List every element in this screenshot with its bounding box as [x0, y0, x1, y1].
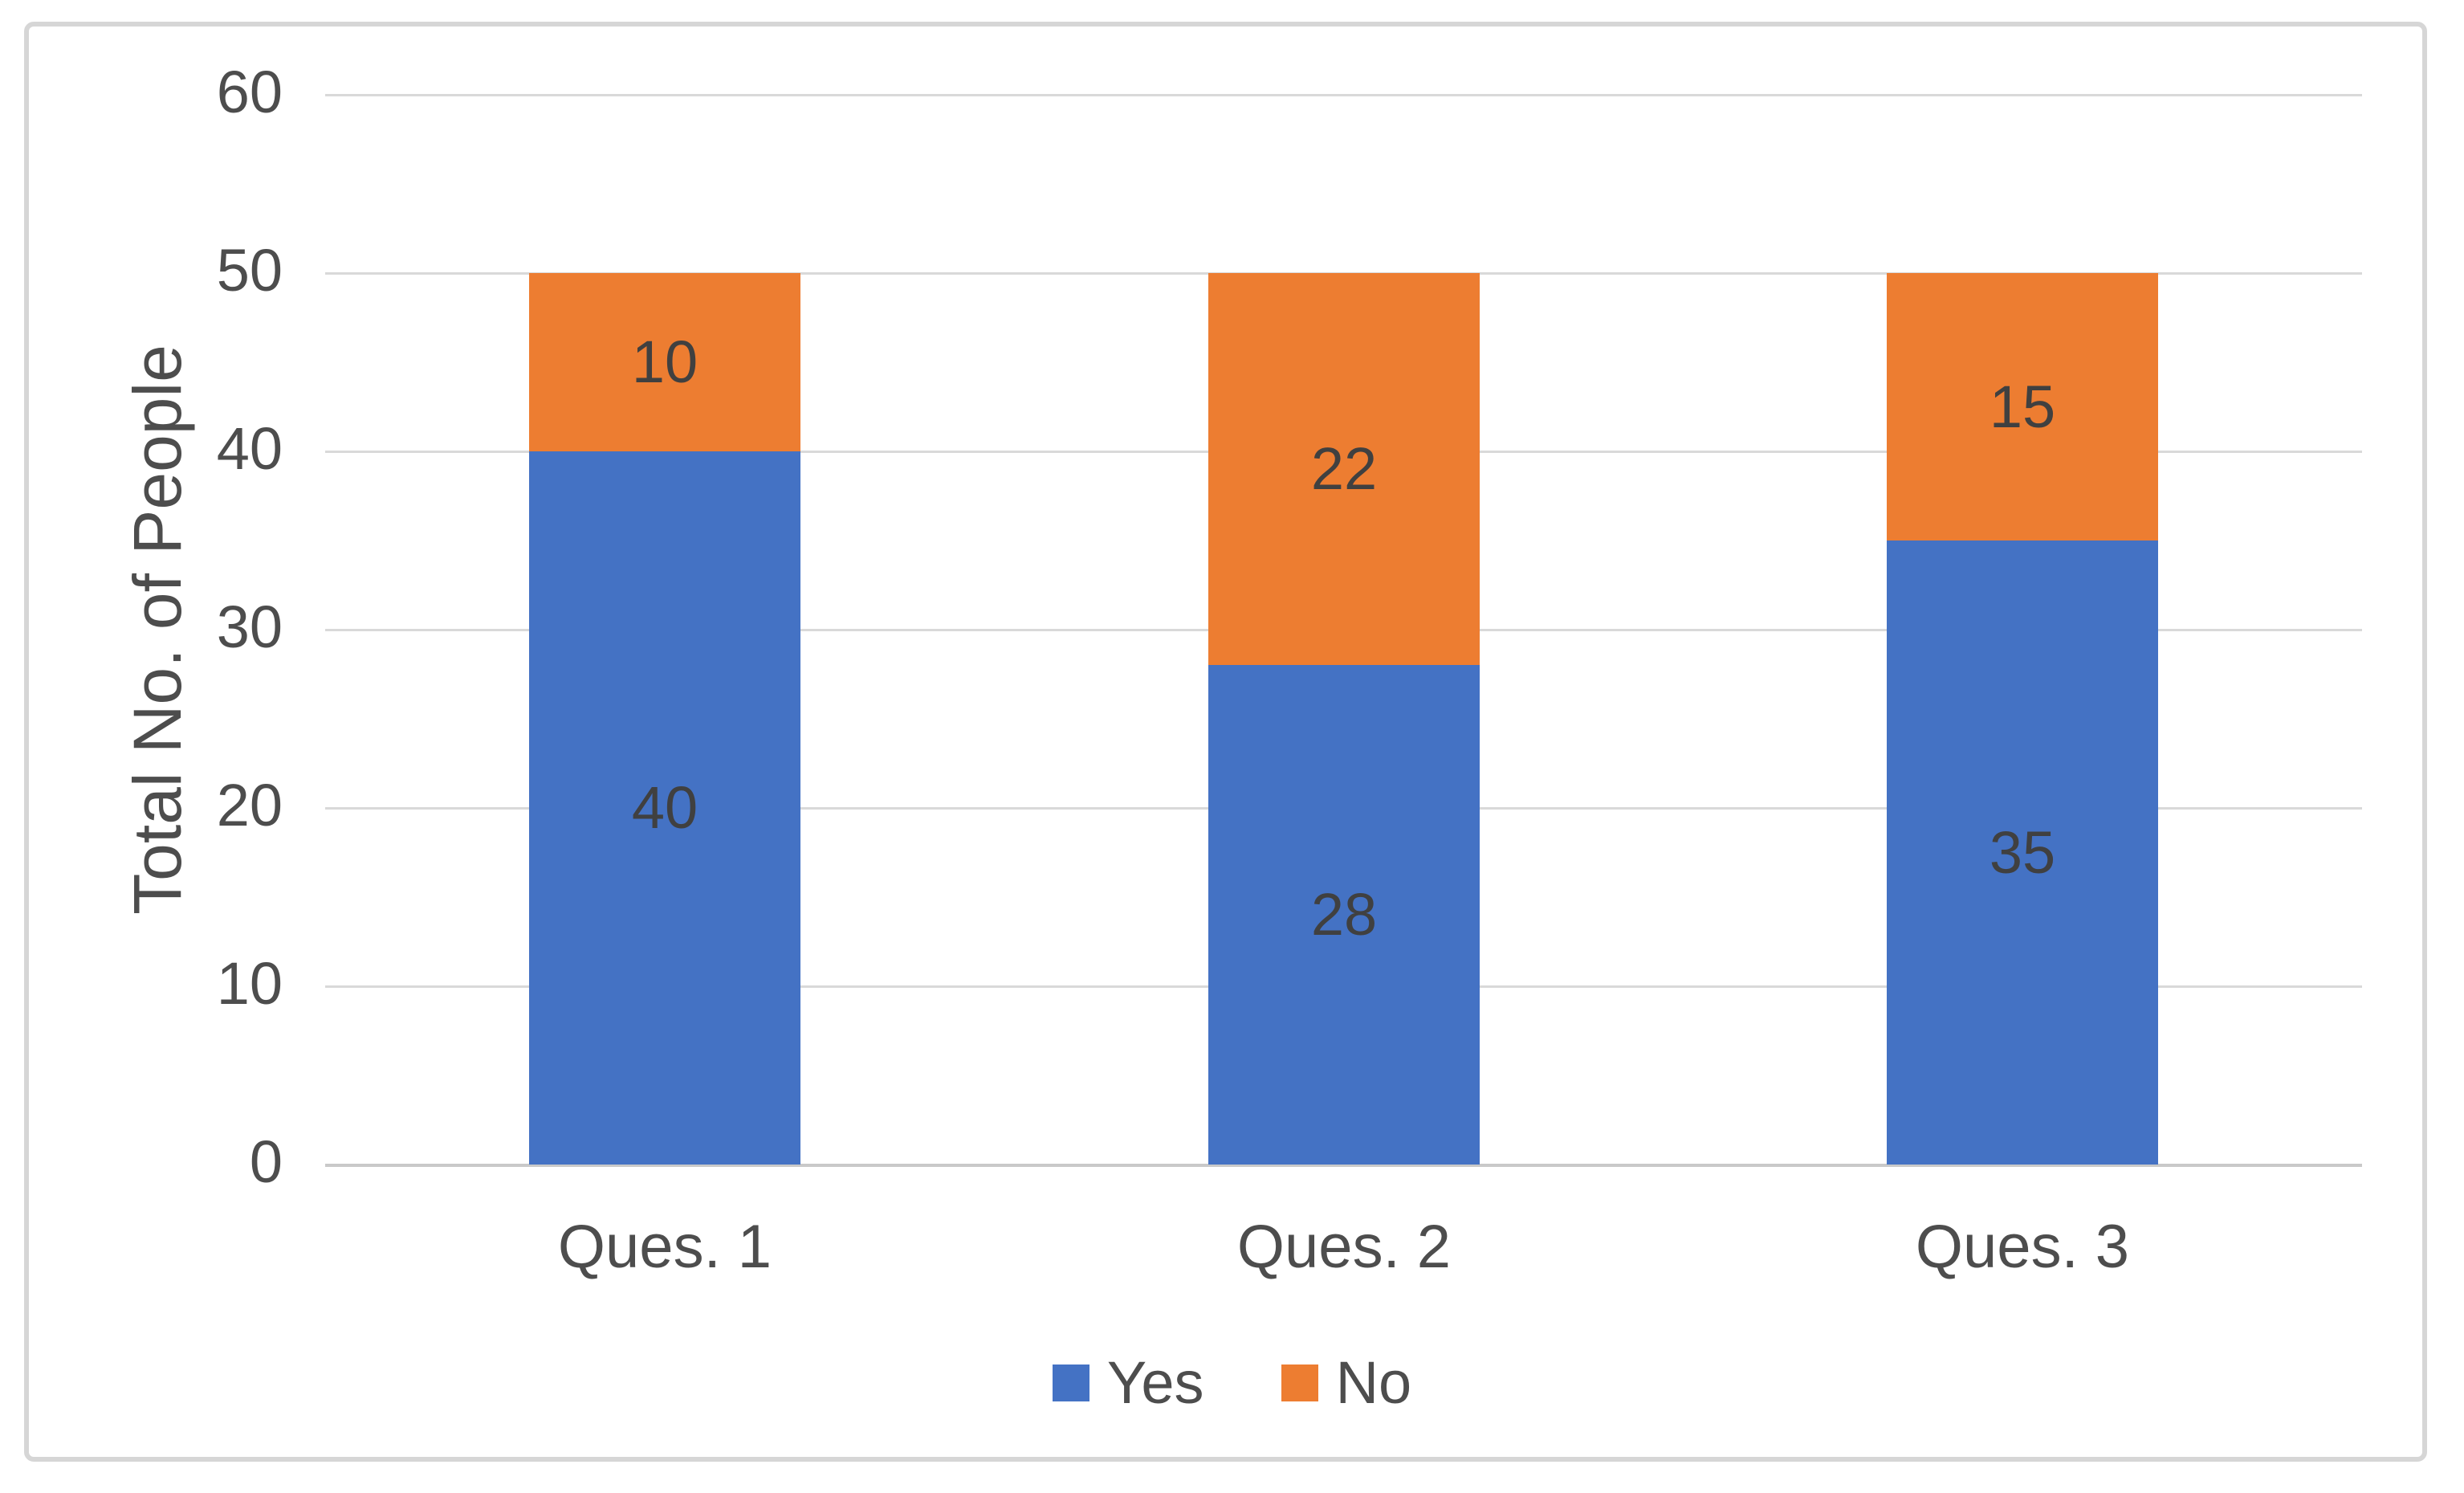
y-tick-label-50: 50	[216, 237, 283, 304]
bar-segment-no-1	[529, 273, 800, 451]
bar-segment-no-2	[1208, 273, 1480, 665]
bar-segment-no-3	[1887, 273, 2158, 540]
data-label-yes-2: 28	[1310, 881, 1378, 948]
data-label-no-1: 10	[631, 328, 698, 395]
gridline-60	[325, 94, 2362, 96]
data-label-no-2: 22	[1310, 435, 1378, 502]
bar-segment-yes-1	[529, 451, 800, 1165]
category-label-3: Ques. 3	[1915, 1213, 2130, 1281]
y-tick-label-30: 30	[216, 594, 283, 661]
legend-swatch-no-icon	[1281, 1365, 1318, 1401]
legend-item-no: No	[1281, 1349, 1412, 1416]
legend-label-yes: Yes	[1106, 1349, 1204, 1416]
legend: Yes No	[0, 1353, 2464, 1413]
y-tick-label-60: 60	[216, 59, 283, 126]
x-axis-line	[325, 1164, 2362, 1167]
y-tick-label-0: 0	[249, 1128, 283, 1196]
bar-segment-yes-3	[1887, 540, 2158, 1165]
y-tick-label-10: 10	[216, 950, 283, 1018]
legend-item-yes: Yes	[1052, 1349, 1204, 1416]
data-label-yes-1: 40	[631, 774, 698, 841]
data-label-yes-3: 35	[1989, 819, 2056, 886]
y-tick-label-20: 20	[216, 772, 283, 839]
category-label-2: Ques. 2	[1236, 1213, 1452, 1281]
category-label-1: Ques. 1	[557, 1213, 772, 1281]
legend-label-no: No	[1335, 1349, 1412, 1416]
bar-segment-yes-2	[1208, 665, 1480, 1165]
data-label-no-3: 15	[1989, 373, 2056, 440]
legend-swatch-yes-icon	[1052, 1365, 1089, 1401]
y-tick-label-40: 40	[216, 415, 283, 483]
